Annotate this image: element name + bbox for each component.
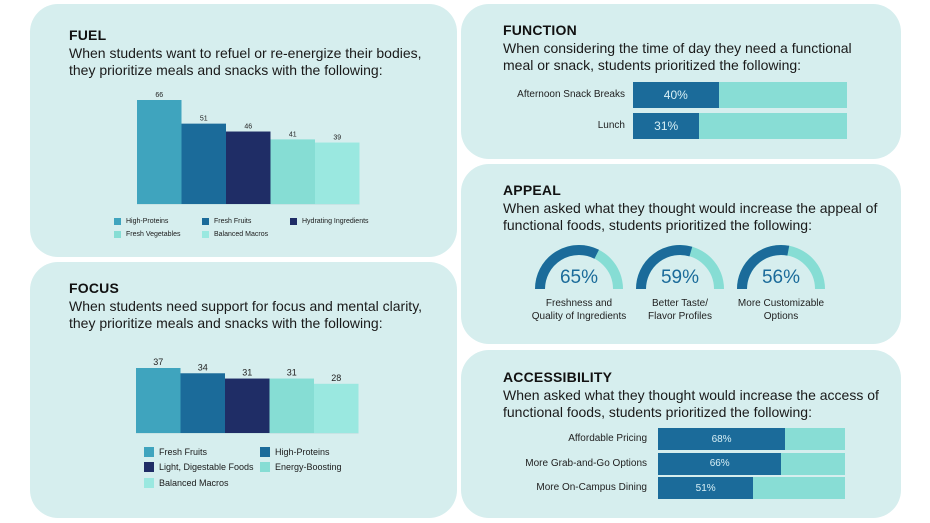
access-bar-label-2: More Grab-and-Go Options (525, 457, 647, 469)
fuel-bar-4 (270, 139, 315, 204)
focus-description: When students need support for focus and… (69, 298, 423, 331)
fuel-legend-label: High-Proteins (126, 218, 169, 225)
fuel-bar-3 (226, 131, 271, 204)
focus-data-label-4: 31 (287, 368, 297, 378)
fuel-legend-swatch (114, 231, 121, 238)
fuel-data-label-1: 66 (155, 92, 163, 99)
appeal-gauge-label-line: Better Taste/ (652, 298, 708, 309)
focus-bar-2 (180, 373, 225, 433)
focus-bar-3 (225, 378, 270, 433)
function-bar-label-2: Lunch (597, 120, 625, 131)
function-panel: FUNCTION When considering the time of da… (461, 4, 901, 159)
appeal-heading: APPEAL (503, 182, 561, 198)
appeal-gauge-label-1: Freshness and Quality of Ingredients (524, 297, 634, 323)
appeal-panel: APPEAL When asked what they thought woul… (461, 164, 901, 344)
fuel-heading: FUEL (69, 27, 107, 43)
focus-bar-4 (269, 378, 314, 433)
fuel-data-label-5: 39 (333, 135, 341, 142)
focus-legend-swatch (144, 447, 154, 457)
appeal-gauge-value-2: 59% (661, 267, 699, 288)
focus-legend-label: High-Proteins (275, 447, 330, 457)
appeal-description: When asked what they thought would incre… (503, 200, 878, 233)
access-bar-track-2: 66% (658, 452, 845, 475)
fuel-legend-item: High-Proteins (114, 218, 168, 225)
fuel-description: When students want to refuel or re-energ… (69, 45, 422, 78)
access-bar-label-3: More On-Campus Dining (536, 482, 647, 493)
focus-legend-swatch (144, 462, 154, 472)
fuel-bar-1 (137, 100, 182, 204)
appeal-gauge-label-line: Options (763, 311, 799, 322)
access-bar-fill-3: 51% (658, 477, 754, 499)
focus-legend-label: Light, Digestable Foods (159, 462, 254, 472)
fuel-legend-swatch (202, 218, 209, 225)
appeal-gauge-label-line: Flavor Profiles (648, 311, 712, 322)
appeal-gauge-value-1: 65% (560, 267, 598, 288)
focus-legend-item: Light, Digestable Foods (144, 462, 254, 472)
fuel-legend-label: Balanced Macros (214, 231, 269, 238)
fuel-data-label-3: 46 (244, 124, 252, 131)
access-panel: ACCESSIBILITY When asked what they thoug… (461, 350, 901, 518)
function-bar-track-2: 31% (633, 113, 847, 139)
fuel-legend-swatch (290, 218, 297, 225)
function-description: When considering the time of day they ne… (503, 40, 852, 73)
focus-data-label-1: 37 (153, 357, 163, 367)
appeal-gauge-chart: 65% 59% 56% (535, 245, 825, 290)
focus-legend-label: Fresh Fruits (159, 447, 208, 457)
access-bar-track-1: 68% (658, 428, 845, 450)
access-bar-track-3: 51% (658, 477, 845, 499)
appeal-gauge-fill-2 (636, 245, 693, 290)
fuel-legend-label: Hydrating Ingredients (302, 218, 369, 225)
fuel-legend-item: Balanced Macros (202, 231, 268, 238)
focus-bar-chart: 37 34 31 31 28 (136, 357, 359, 434)
fuel-bar-5 (315, 142, 360, 204)
appeal-gauge-value-3: 56% (762, 267, 800, 288)
fuel-data-label-2: 51 (200, 116, 208, 123)
fuel-data-label-4: 41 (289, 131, 297, 138)
function-heading: FUNCTION (503, 22, 577, 38)
appeal-gauge-label-line: Freshness and (545, 298, 613, 309)
focus-legend-swatch (260, 462, 270, 472)
fuel-legend-item: Hydrating Ingredients (290, 218, 369, 225)
fuel-legend-item: Fresh Vegetables (114, 231, 180, 238)
access-description: When asked what they thought would incre… (503, 387, 879, 420)
appeal-gauge-fill-1 (535, 245, 599, 290)
focus-legend-label: Energy-Boosting (275, 462, 342, 472)
fuel-legend-label: Fresh Vegetables (126, 231, 181, 238)
access-bar-label-1: Affordable Pricing (568, 433, 647, 444)
focus-heading: FOCUS (69, 280, 119, 296)
access-bar-fill-1: 68% (658, 428, 786, 450)
function-bar-fill-1: 40% (633, 82, 719, 108)
appeal-gauge-label-line: Quality of Ingredients (531, 311, 627, 322)
fuel-bar-2 (181, 123, 226, 204)
focus-legend-item: Energy-Boosting (260, 462, 342, 472)
focus-legend-item: Fresh Fruits (144, 447, 207, 457)
fuel-legend-swatch (202, 231, 209, 238)
focus-legend-swatch (144, 478, 154, 488)
fuel-bar-chart: 66 51 46 41 39 (137, 92, 360, 205)
focus-bar-5 (314, 383, 359, 433)
focus-legend-swatch (260, 447, 270, 457)
focus-data-label-5: 28 (331, 373, 341, 383)
focus-data-label-2: 34 (198, 362, 208, 372)
appeal-gauge-label-3: More Customizable Options (726, 297, 836, 323)
access-bar-fill-2: 66% (658, 452, 782, 475)
access-heading: ACCESSIBILITY (503, 369, 613, 385)
fuel-legend-swatch (114, 218, 121, 225)
appeal-gauge-fill-3 (737, 245, 790, 290)
focus-legend-item: Balanced Macros (144, 478, 229, 488)
focus-bar-1 (136, 368, 181, 433)
focus-data-label-3: 31 (242, 368, 252, 378)
function-bar-fill-2: 31% (633, 113, 700, 139)
focus-panel: FOCUS When students need support for foc… (30, 262, 457, 518)
appeal-gauge-label-2: Better Taste/Flavor Profiles (625, 297, 735, 323)
fuel-panel: FUEL When students want to refuel or re-… (30, 4, 457, 257)
fuel-legend-label: Fresh Fruits (214, 218, 252, 225)
appeal-gauge-label-line: More Customizable (737, 298, 825, 309)
function-bar-label-1: Afternoon Snack Breaks (517, 89, 625, 100)
fuel-legend-item: Fresh Fruits (202, 218, 251, 225)
focus-legend-label: Balanced Macros (159, 478, 229, 488)
focus-legend-item: High-Proteins (260, 447, 330, 457)
function-bar-track-1: 40% (633, 82, 847, 108)
